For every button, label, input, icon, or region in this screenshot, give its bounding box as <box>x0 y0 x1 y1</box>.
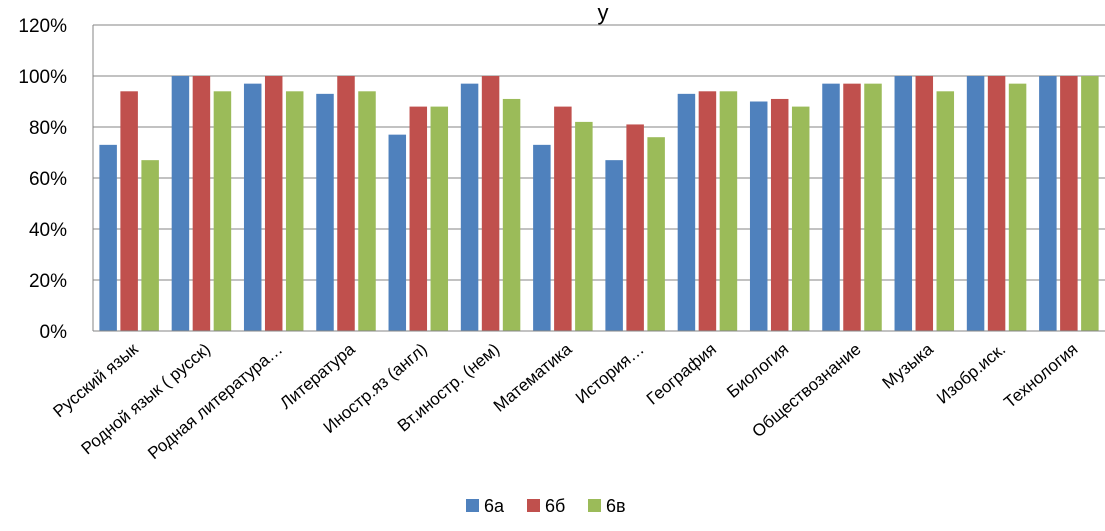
bar <box>770 98 789 331</box>
y-tick-label: 40% <box>29 220 67 241</box>
x-tick-label: Технология <box>1000 340 1081 412</box>
x-tick-label: История… <box>572 340 648 408</box>
bar <box>1081 76 1099 331</box>
bar <box>791 106 810 331</box>
bar <box>502 98 521 331</box>
y-tick-label: 80% <box>29 118 67 139</box>
bar <box>822 83 840 332</box>
gridlines <box>93 24 1105 281</box>
chart-title: у <box>598 0 609 25</box>
bar <box>966 76 985 331</box>
bar <box>1060 76 1078 331</box>
bar <box>192 76 211 331</box>
bar <box>936 91 955 331</box>
bar <box>316 93 334 331</box>
legend-label: 6а <box>484 496 505 516</box>
bar <box>171 76 190 331</box>
bar <box>677 93 696 331</box>
x-tick-label: География <box>643 340 720 409</box>
bar <box>698 91 717 331</box>
bar <box>554 106 572 331</box>
bar <box>264 76 283 331</box>
bar <box>481 76 500 331</box>
x-tick-label: Биология <box>723 340 792 402</box>
legend-label: 6б <box>545 496 565 516</box>
bar <box>843 83 861 332</box>
y-tick-label: 20% <box>29 271 67 292</box>
bar <box>213 91 232 331</box>
bars <box>99 76 1099 332</box>
legend-swatch <box>588 499 601 512</box>
bar <box>337 76 355 331</box>
bar <box>430 106 449 331</box>
y-tick-label: 120% <box>18 16 67 37</box>
x-tick-label: Музыка <box>879 339 938 393</box>
bar <box>141 160 159 331</box>
bar <box>605 160 623 331</box>
bar <box>719 91 738 331</box>
bar <box>99 144 117 331</box>
bar <box>409 106 428 331</box>
bar <box>915 76 934 331</box>
x-tick-label: Изобр.иск. <box>933 340 1009 408</box>
x-tick-label: Математика <box>490 339 576 415</box>
bar <box>749 101 768 331</box>
bar <box>575 121 593 332</box>
bar <box>460 83 479 332</box>
bar <box>1008 83 1027 332</box>
bar <box>243 83 262 332</box>
bar <box>533 144 551 331</box>
x-tick-label: Родная литература… <box>144 340 286 464</box>
y-tick-label: 60% <box>29 169 67 190</box>
bar <box>1039 76 1057 331</box>
y-tick-label: 100% <box>18 67 67 88</box>
bar <box>864 83 882 332</box>
bar <box>894 76 913 331</box>
axes <box>92 25 1105 332</box>
legend-swatch <box>466 499 479 512</box>
bar <box>626 124 644 331</box>
y-tick-labels: 0% 20% 40% 60% 80% 100% 120% <box>18 16 67 343</box>
y-tick-label: 0% <box>40 322 68 343</box>
legend-swatch <box>527 499 540 512</box>
bar <box>987 76 1006 331</box>
bar <box>388 134 407 331</box>
legend: 6а 6б 6в <box>466 496 626 516</box>
legend-label: 6в <box>606 496 626 516</box>
bar <box>647 137 665 331</box>
bar <box>358 91 376 331</box>
bar <box>285 91 304 331</box>
x-tick-label: Родной язык ( русск) <box>78 340 214 459</box>
bar <box>120 91 138 331</box>
